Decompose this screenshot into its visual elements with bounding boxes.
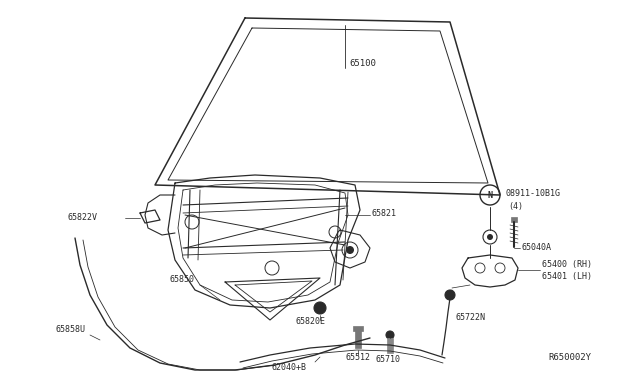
Circle shape bbox=[317, 305, 323, 311]
Text: 65850: 65850 bbox=[170, 276, 195, 285]
Text: 65858U: 65858U bbox=[55, 326, 85, 334]
Bar bbox=[387, 338, 393, 353]
Bar bbox=[353, 326, 363, 331]
Text: 65820E: 65820E bbox=[295, 317, 325, 327]
Text: 08911-10B1G: 08911-10B1G bbox=[505, 189, 560, 198]
Bar bbox=[511, 217, 517, 222]
Text: 65822V: 65822V bbox=[68, 214, 98, 222]
Text: 65710: 65710 bbox=[375, 356, 400, 365]
Text: 65400 (RH): 65400 (RH) bbox=[542, 260, 592, 269]
Text: 65100: 65100 bbox=[349, 60, 376, 68]
Text: 65040A: 65040A bbox=[522, 243, 552, 251]
Circle shape bbox=[487, 234, 493, 240]
Text: R650002Y: R650002Y bbox=[548, 353, 591, 362]
Text: 65401 (LH): 65401 (LH) bbox=[542, 273, 592, 282]
Circle shape bbox=[346, 246, 354, 254]
Text: 65512: 65512 bbox=[345, 353, 370, 362]
Text: 65821: 65821 bbox=[372, 208, 397, 218]
Text: 65722N: 65722N bbox=[455, 314, 485, 323]
Text: (4): (4) bbox=[508, 202, 523, 212]
Circle shape bbox=[445, 290, 455, 300]
Text: N: N bbox=[488, 190, 493, 199]
Circle shape bbox=[314, 302, 326, 314]
Text: 62040+B: 62040+B bbox=[272, 363, 307, 372]
Bar bbox=[355, 330, 361, 348]
Circle shape bbox=[386, 331, 394, 339]
